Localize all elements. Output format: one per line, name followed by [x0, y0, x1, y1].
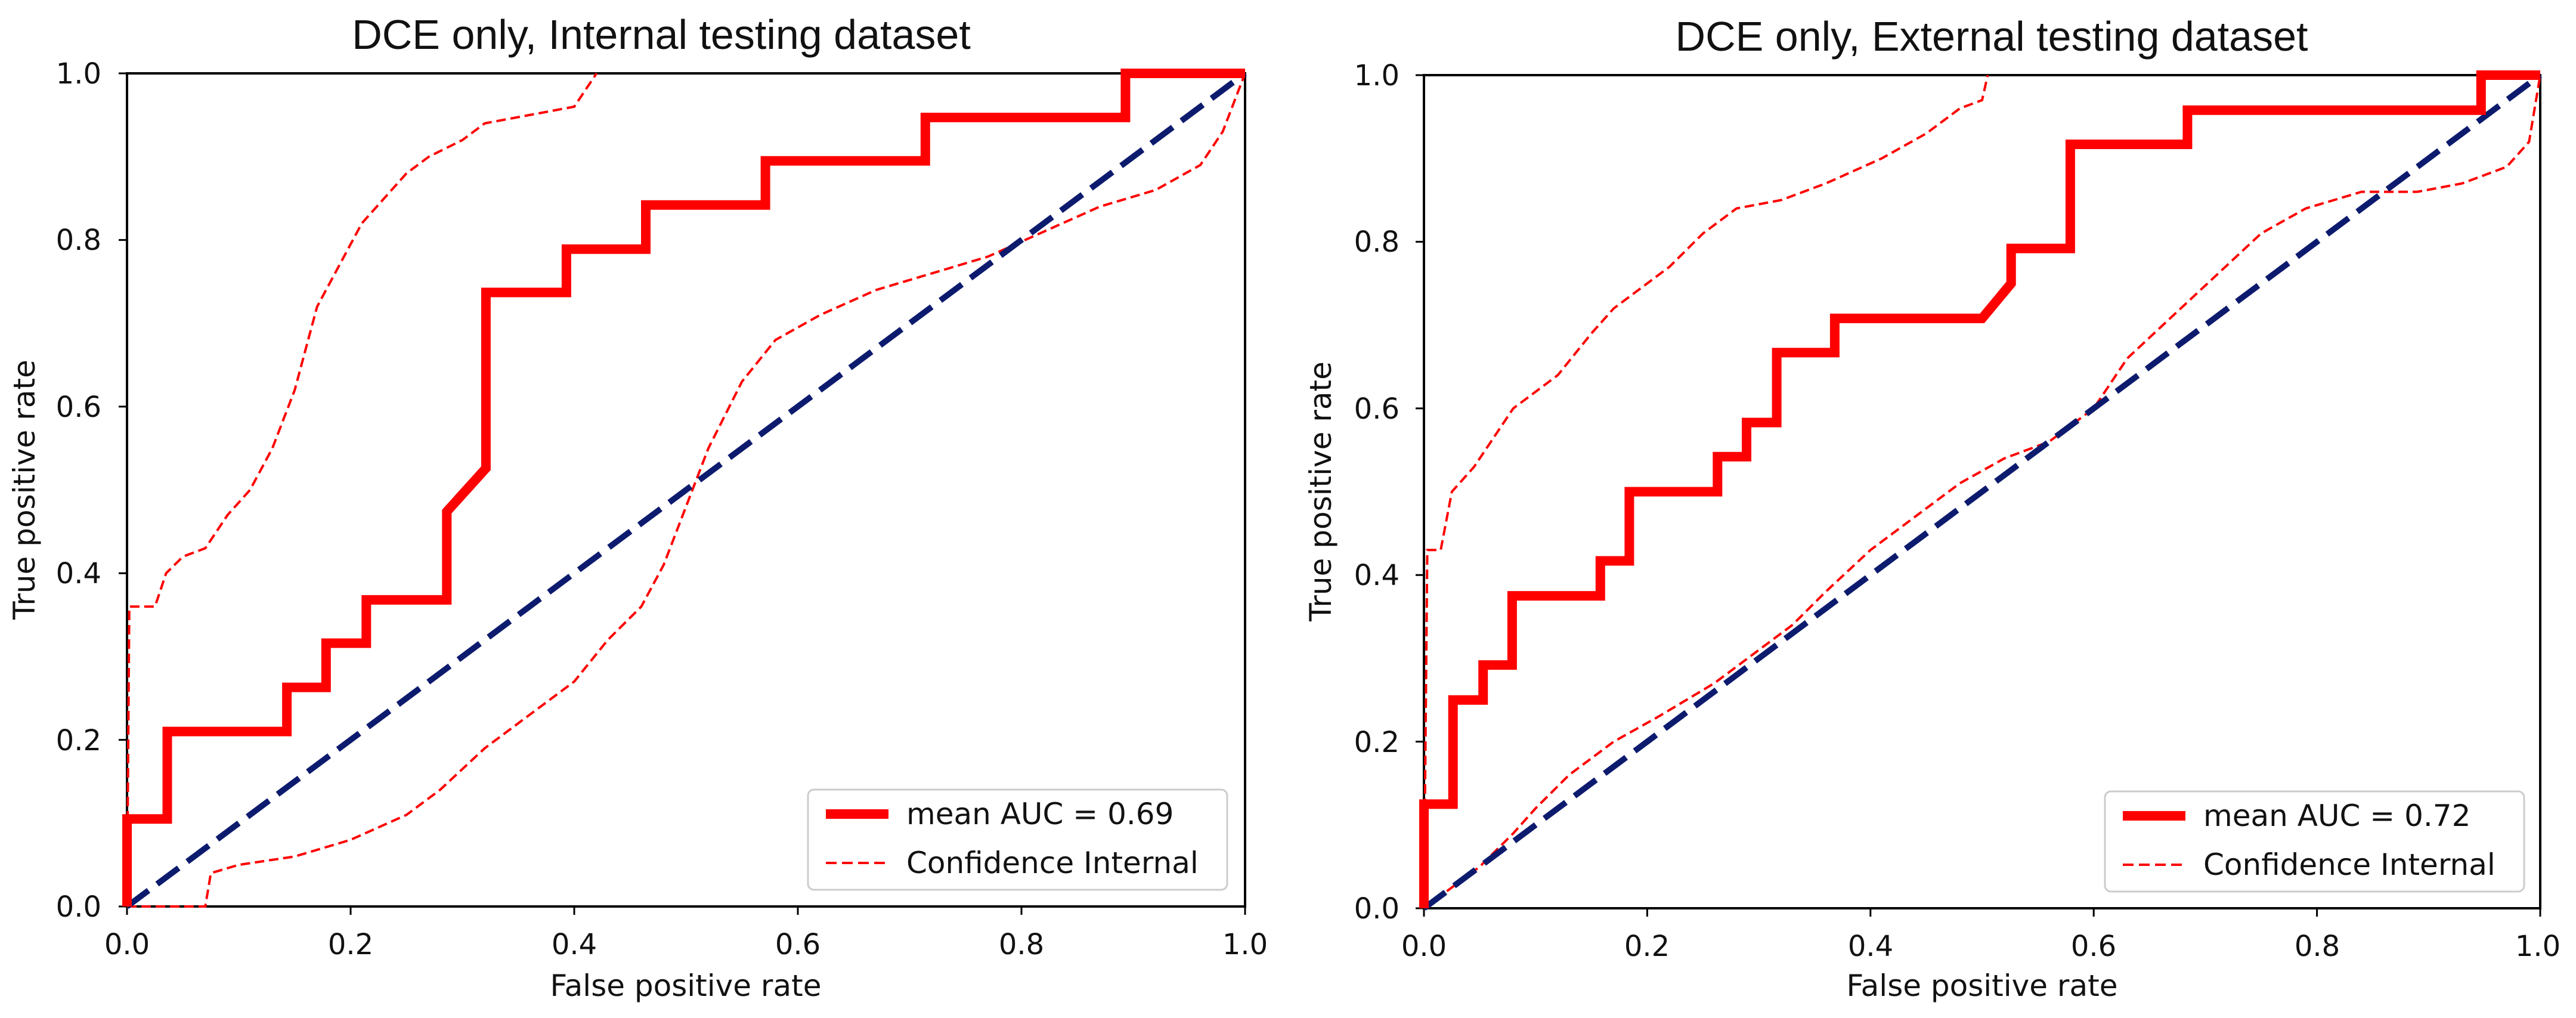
left-y-tick: 0.6	[56, 391, 101, 424]
right-roc-curve	[1419, 70, 2540, 908]
left-legend-label-roc: mean AUC = 0.69	[906, 797, 1174, 831]
left-legend: mean AUC = 0.69 Confidence Internal	[807, 788, 1228, 891]
left-x-tick: 1.0	[1222, 928, 1268, 961]
right-y-tick: 0.6	[1354, 392, 1400, 426]
right-x-tick: 0.4	[1848, 930, 1893, 963]
left-y-tick: 0.4	[56, 557, 101, 590]
left-x-tick: 0.8	[999, 928, 1044, 961]
left-y-tick: 1.0	[56, 57, 101, 91]
right-legend: mean AUC = 0.72 Confidence Internal	[2104, 790, 2525, 893]
left-y-axis-label: True positive rate	[7, 360, 42, 620]
right-y-tick: 0.4	[1354, 559, 1400, 592]
left-legend-box	[807, 788, 1228, 891]
left-roc-curve	[122, 69, 1245, 906]
right-x-tick: 0.0	[1401, 930, 1447, 963]
left-y-tick: 0.2	[56, 724, 101, 757]
left-ci-upper	[126, 72, 598, 907]
right-plot-area	[1416, 70, 2542, 917]
right-x-tick: 0.6	[2071, 930, 2116, 963]
left-plot-frame	[126, 72, 1246, 908]
right-legend-label-ci: Confidence Internal	[2203, 847, 2496, 882]
right-x-tick: 0.2	[1624, 930, 1670, 963]
right-legend-label-roc: mean AUC = 0.72	[2203, 799, 2470, 833]
right-y-tick: 1.0	[1354, 59, 1400, 92]
right-ci-upper	[1423, 75, 1989, 909]
right-x-axis-label: False positive rate	[1847, 969, 2118, 1003]
right-x-tick: 1.0	[2515, 930, 2560, 963]
left-y-tick: 0.0	[56, 890, 101, 924]
right-chart-title: DCE only, External testing dataset	[1676, 13, 2308, 60]
right-y-ticks: 0.0 0.2 0.4 0.6 0.8 1.0	[1354, 59, 1400, 926]
left-ci-lower	[127, 73, 1246, 908]
right-x-tick: 0.8	[2295, 930, 2340, 963]
left-plot-area	[119, 69, 1247, 915]
right-y-tick: 0.0	[1354, 892, 1400, 926]
right-y-tick: 0.2	[1354, 726, 1400, 759]
right-plot-frame	[1423, 74, 2541, 909]
right-y-axis-label: True positive rate	[1304, 361, 1338, 622]
left-chart-title: DCE only, Internal testing dataset	[352, 11, 971, 58]
left-x-tick: 0.4	[552, 928, 597, 961]
left-x-axis-label: False positive rate	[550, 969, 822, 1003]
left-x-tick: 0.0	[104, 928, 150, 961]
left-x-tick: 0.2	[328, 928, 373, 961]
left-y-tick: 0.8	[56, 224, 101, 257]
left-x-ticks: 0.0 0.2 0.4 0.6 0.8 1.0	[104, 928, 1268, 961]
left-chart: DCE only, Internal testing dataset 0.0 0…	[7, 11, 1268, 1003]
right-chart: DCE only, External testing dataset 0.0 0…	[1304, 13, 2560, 1003]
left-x-tick: 0.6	[775, 928, 821, 961]
right-legend-box	[2104, 790, 2525, 893]
right-y-tick: 0.8	[1354, 225, 1400, 259]
left-y-ticks: 0.0 0.2 0.4 0.6 0.8 1.0	[56, 57, 101, 924]
right-chance-diagonal	[1422, 72, 2542, 911]
left-chance-diagonal	[125, 70, 1247, 909]
right-x-ticks: 0.0 0.2 0.4 0.6 0.8 1.0	[1401, 930, 2560, 963]
left-legend-label-ci: Confidence Internal	[906, 846, 1199, 880]
